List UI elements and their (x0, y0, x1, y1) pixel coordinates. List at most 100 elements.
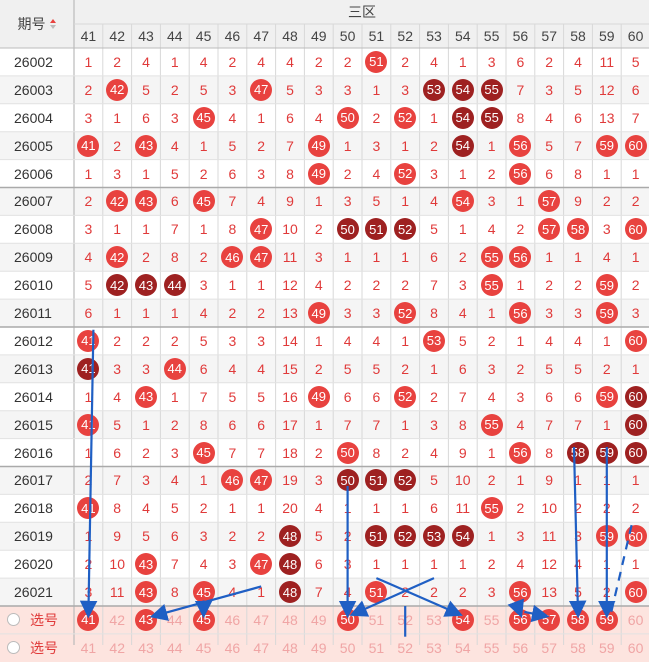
number-ball: 60 (624, 525, 647, 548)
table-cell: 43 (132, 550, 161, 578)
table-cell: 41 (74, 494, 103, 522)
miss-count: 6 (170, 528, 179, 545)
select-label-text: 选号 (30, 611, 58, 628)
table-cell: 54 (448, 188, 477, 216)
miss-count: 4 (574, 332, 582, 349)
select-number-cell[interactable]: 41 (80, 639, 97, 656)
select-number-cell[interactable]: 48 (282, 639, 298, 656)
miss-count: 1 (458, 165, 467, 182)
select-number-cell[interactable]: 51 (368, 611, 385, 628)
number-ball: 54 (451, 525, 474, 548)
miss-count: 6 (286, 109, 294, 126)
number-ball: 49 (307, 302, 330, 325)
miss-count: 1 (401, 556, 410, 573)
select-number-cell[interactable]: 53 (426, 639, 442, 656)
miss-count: 2 (199, 165, 208, 182)
miss-count: 4 (314, 277, 323, 294)
table-cell: 50 (333, 215, 362, 243)
select-number-cell[interactable]: 60 (627, 639, 644, 656)
select-number-cell[interactable]: 43 (138, 639, 154, 656)
period-column-header[interactable]: 期号 (0, 0, 74, 48)
miss-count: 6 (142, 109, 150, 126)
selected-number-ball[interactable]: 45 (192, 608, 215, 631)
select-number-cell[interactable]: 57 (541, 639, 557, 656)
selected-number-ball[interactable]: 50 (336, 608, 359, 631)
select-number-cell[interactable]: 42 (109, 611, 125, 628)
select-number-cell[interactable]: 45 (195, 639, 212, 656)
miss-count: 1 (631, 360, 640, 377)
selected-number-ball[interactable]: 58 (566, 608, 589, 631)
selected-number-ball[interactable]: 43 (134, 608, 157, 631)
select-number-cell[interactable]: 59 (599, 639, 615, 656)
select-number-cell[interactable]: 58 (564, 606, 593, 634)
select-number-cell[interactable]: 42 (109, 639, 125, 656)
number-ball: 41 (77, 329, 100, 352)
select-number-cell[interactable]: 49 (311, 639, 327, 656)
select-number-cell[interactable]: 41 (74, 606, 103, 634)
miss-count: 2 (574, 277, 582, 294)
select-number-cell[interactable]: 44 (167, 611, 183, 628)
miss-count: 8 (458, 416, 467, 433)
radio-icon[interactable] (7, 641, 20, 655)
miss-count: 6 (430, 249, 438, 266)
miss-count: 1 (401, 332, 410, 349)
select-number-cell[interactable]: 55 (483, 611, 500, 628)
select-number-cell[interactable]: 48 (282, 611, 298, 628)
miss-count: 1 (516, 277, 525, 294)
select-number-cell[interactable]: 43 (132, 606, 161, 634)
miss-count: 4 (199, 305, 208, 322)
miss-count: 1 (401, 137, 410, 154)
miss-count: 1 (314, 416, 323, 433)
select-number-cell[interactable]: 60 (627, 611, 644, 628)
select-number-cell[interactable]: 55 (483, 639, 500, 656)
select-number-cell[interactable]: 47 (253, 639, 269, 656)
table-cell: 59 (592, 522, 621, 550)
table-cell: 43 (132, 383, 161, 411)
select-number-cell[interactable]: 53 (426, 611, 442, 628)
table-cell: 59 (592, 439, 621, 467)
select-number-cell[interactable]: 52 (397, 639, 413, 656)
select-number-cell[interactable]: 58 (570, 639, 586, 656)
select-number-cell[interactable]: 50 (339, 639, 356, 656)
number-ball: 50 (336, 469, 359, 492)
select-number-cell[interactable]: 49 (311, 611, 327, 628)
selected-number-ball[interactable]: 54 (451, 608, 474, 631)
table-cell: 48 (276, 522, 305, 550)
table-cell: 42 (103, 271, 132, 299)
select-row-label[interactable]: 选号 (0, 606, 74, 634)
number-ball: 55 (480, 246, 503, 269)
table-cell: 55 (477, 76, 506, 104)
select-number-cell[interactable]: 54 (448, 606, 477, 634)
select-number-cell[interactable]: 50 (333, 606, 362, 634)
select-number-cell[interactable]: 54 (455, 639, 471, 656)
select-number-cell[interactable]: 51 (368, 639, 385, 656)
selected-number-ball[interactable]: 41 (77, 608, 100, 631)
radio-icon[interactable] (7, 613, 20, 627)
select-number-cell[interactable]: 44 (167, 639, 183, 656)
miss-count: 5 (545, 360, 554, 377)
selected-number-ball[interactable]: 56 (509, 608, 532, 631)
select-number-cell[interactable]: 45 (189, 606, 218, 634)
column-header: 44 (167, 28, 183, 44)
period-number: 26015 (14, 416, 53, 433)
miss-count: 1 (631, 556, 640, 573)
miss-count: 6 (458, 360, 467, 377)
select-number-cell[interactable]: 57 (535, 606, 564, 634)
select-number-cell[interactable]: 59 (592, 606, 621, 634)
sort-updown-icon[interactable] (49, 18, 57, 30)
number-ball: 55 (480, 274, 503, 297)
number-ball: 47 (250, 469, 273, 492)
miss-count: 3 (545, 81, 554, 98)
period-number: 26011 (14, 305, 52, 322)
number-ball: 56 (509, 302, 532, 325)
selected-number-ball[interactable]: 57 (538, 608, 561, 631)
select-number-cell[interactable]: 56 (512, 639, 529, 656)
select-row-label[interactable]: 选号 (0, 634, 74, 662)
selected-number-ball[interactable]: 59 (595, 608, 618, 631)
select-number-cell[interactable]: 56 (506, 606, 535, 634)
select-number-cell[interactable]: 46 (224, 611, 241, 628)
select-number-cell[interactable]: 47 (253, 611, 269, 628)
select-number-cell[interactable]: 46 (224, 639, 241, 656)
select-number-cell[interactable]: 52 (397, 611, 413, 628)
